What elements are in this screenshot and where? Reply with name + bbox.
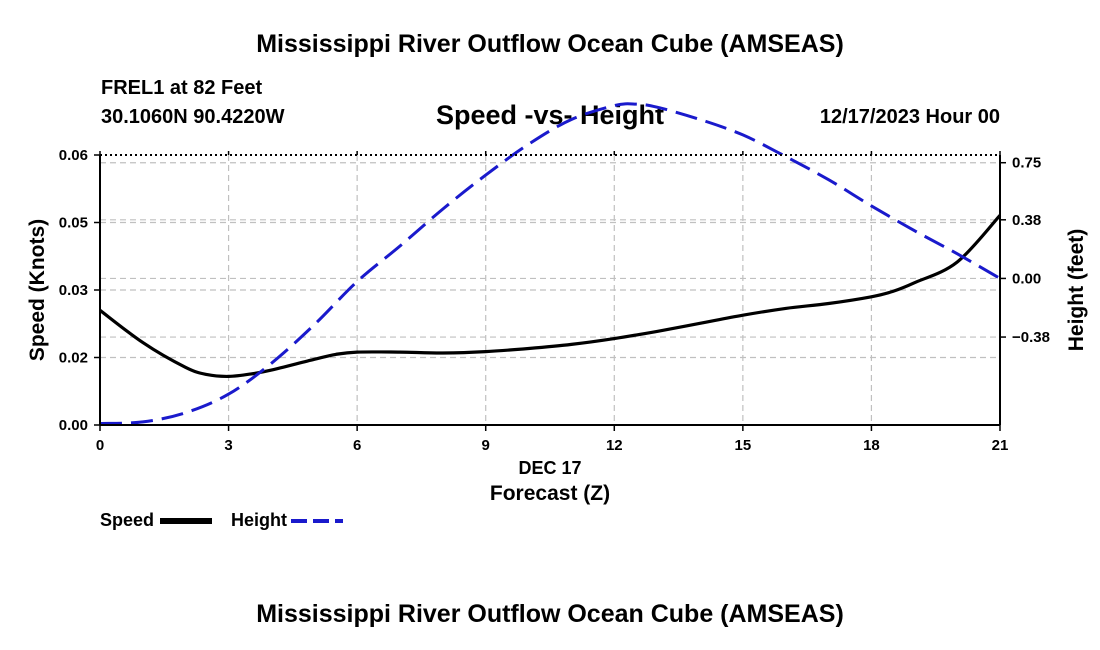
plot-frame: 0 3 6 9 12 15 18 21 0.00 0.02 0.03 0.05 0.06 0.75 0.38… [59, 147, 1050, 454]
x-tick-label: 9 [482, 437, 490, 454]
station-label: FREL1 at 82 Feet [101, 77, 263, 99]
legend: Speed Height [100, 510, 343, 530]
x-date-label: DEC 17 [518, 458, 581, 478]
speed-series-line [99, 214, 1002, 379]
chart-title: Mississippi River Outflow Ocean Cube (AM… [256, 30, 844, 58]
y-left-axis-label: Speed (Knots) [26, 219, 49, 361]
x-tick-label: 15 [735, 437, 752, 454]
y-left-tick-label: 0.02 [59, 350, 88, 367]
y-right-tick-label: 0.38 [1012, 212, 1041, 229]
y-left-tick-label: 0.06 [59, 147, 88, 164]
y-right-tick-label: 0.75 [1012, 155, 1041, 172]
height-series-line [99, 102, 1001, 425]
legend-speed-label: Speed [100, 510, 154, 530]
y-right-tick-label: 0.00 [1012, 270, 1041, 287]
forecast-datetime: 12/17/2023 Hour 00 [819, 106, 1000, 128]
y-right-axis-label: Height (feet) [1065, 229, 1088, 352]
x-tick-label: 21 [992, 437, 1009, 454]
series-layer [99, 102, 1002, 425]
y-left-tick-label: 0.05 [59, 215, 88, 232]
x-tick-label: 3 [224, 437, 232, 454]
legend-height-label: Height [231, 510, 287, 530]
axis-labels: DEC 17 Forecast (Z) Speed (Knots) Height… [26, 219, 1088, 505]
x-tick-label: 6 [353, 437, 361, 454]
x-tick-label: 12 [606, 437, 623, 454]
coordinates-label: 30.1060N 90.4220W [101, 106, 285, 128]
x-axis-label: Forecast (Z) [490, 482, 610, 505]
grid [100, 155, 1000, 425]
x-tick-label: 18 [863, 437, 880, 454]
x-tick-label: 0 [96, 437, 104, 454]
footer-title: Mississippi River Outflow Ocean Cube (AM… [256, 600, 844, 628]
y-left-tick-label: 0.00 [59, 417, 88, 434]
y-right-tick-label: −0.38 [1012, 329, 1050, 346]
y-left-tick-label: 0.03 [59, 282, 88, 299]
